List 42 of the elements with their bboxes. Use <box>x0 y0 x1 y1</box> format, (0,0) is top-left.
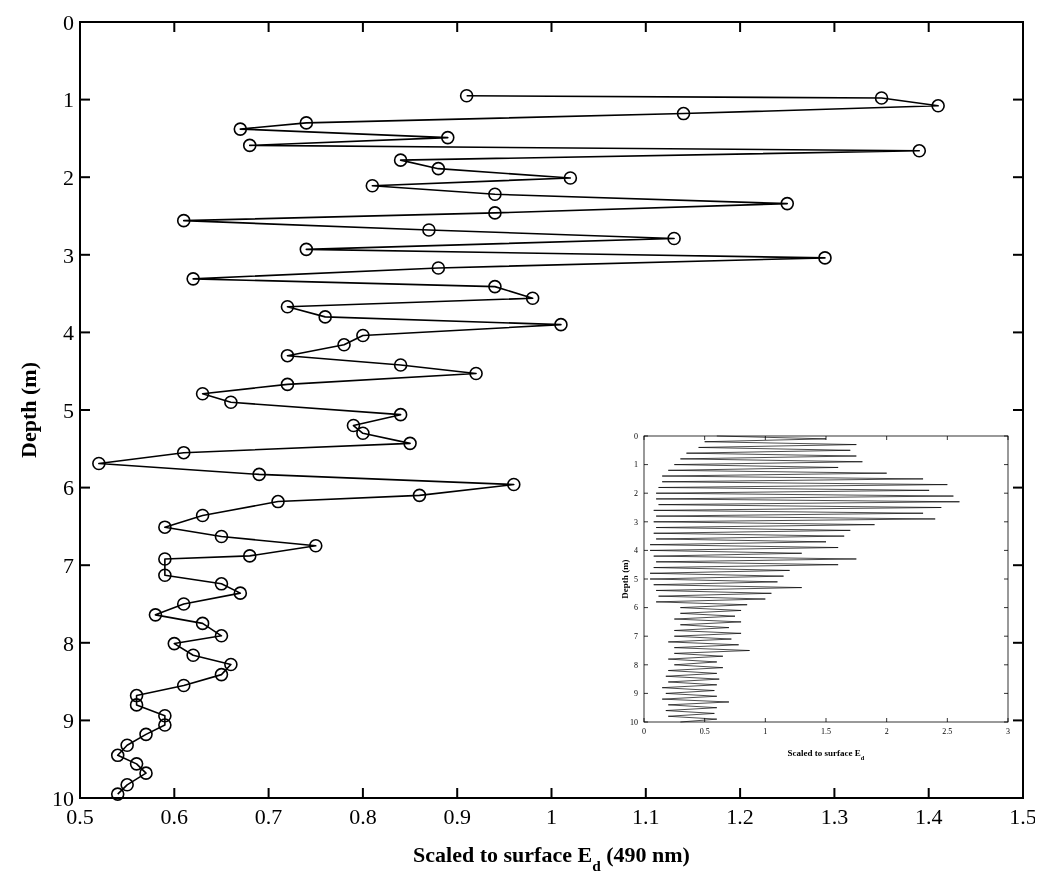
y-tick-label: 3 <box>63 242 74 268</box>
y-tick-label: 10 <box>52 785 74 811</box>
y-axis-title: Depth (m) <box>620 559 630 599</box>
x-tick-label: 2 <box>884 727 889 736</box>
y-tick-label: 5 <box>634 574 638 584</box>
y-tick-label: 8 <box>63 630 74 656</box>
y-tick-label: 0 <box>634 431 638 441</box>
y-tick-label: 6 <box>63 475 74 501</box>
x-tick-label: 1 <box>546 804 557 829</box>
y-tick-label: 2 <box>634 489 638 498</box>
x-tick-label: 0.6 <box>160 804 189 829</box>
y-tick-label: 0 <box>63 9 74 35</box>
y-tick-label: 1 <box>634 460 638 470</box>
x-tick-label: 0.5 <box>699 727 710 736</box>
y-tick-label: 6 <box>634 603 638 613</box>
x-tick-label: 2.5 <box>942 727 953 736</box>
x-tick-label: 0.7 <box>254 804 283 829</box>
y-tick-label: 4 <box>63 320 74 346</box>
y-tick-label: 2 <box>63 164 74 190</box>
y-tick-label: 5 <box>63 397 74 423</box>
x-axis-title: Scaled to surface E$_{d}$ <box>787 748 865 761</box>
y-tick-label: 10 <box>630 717 638 727</box>
x-tick-label: 1.1 <box>632 804 660 829</box>
y-tick-label: 1 <box>63 87 74 113</box>
y-tick-label: 7 <box>634 632 638 641</box>
y-tick-label: 3 <box>634 517 638 527</box>
y-tick-label: 8 <box>634 660 638 670</box>
x-tick-label: 0.8 <box>349 804 377 829</box>
x-tick-label: 1 <box>763 727 768 736</box>
y-axis-title: Depth (m) <box>16 362 41 458</box>
x-axis-title: Scaled to surface E$_{d}$ (490 nm) <box>413 842 690 874</box>
x-tick-label: 1.2 <box>726 804 754 829</box>
y-tick-label: 4 <box>634 546 638 556</box>
x-tick-label: 1.3 <box>820 804 849 829</box>
x-tick-label: 0.9 <box>443 804 471 829</box>
x-tick-label: 3 <box>1006 727 1010 736</box>
x-tick-label: 1.4 <box>914 804 943 829</box>
y-tick-label: 9 <box>63 708 74 734</box>
x-tick-label: 0 <box>642 727 646 736</box>
y-tick-label: 7 <box>63 552 74 578</box>
y-tick-label: 9 <box>634 689 638 699</box>
x-tick-label: 1.5 <box>821 727 831 736</box>
